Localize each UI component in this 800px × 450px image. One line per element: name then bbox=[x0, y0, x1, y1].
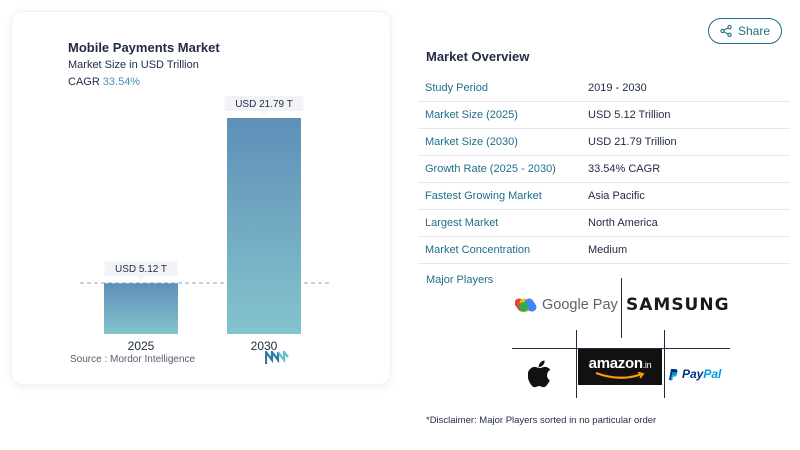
data-label-pointer bbox=[261, 111, 267, 115]
overview-key: Growth Rate (2025 - 2030) bbox=[425, 163, 556, 175]
share-label: Share bbox=[737, 24, 771, 38]
paypal-logo: PayPal bbox=[667, 367, 721, 381]
major-players-title: Major Players bbox=[426, 274, 494, 286]
overview-value: Asia Pacific bbox=[588, 190, 645, 202]
source-text: Source : Mordor Intelligence bbox=[70, 354, 196, 365]
overview-row: Market Size (2025) USD 5.12 Trillion bbox=[418, 102, 790, 129]
overview-key: Study Period bbox=[425, 82, 488, 94]
overview-row: Growth Rate (2025 - 2030) 33.54% CAGR bbox=[418, 156, 790, 183]
google-pay-text: Google Pay bbox=[542, 297, 618, 313]
cagr-label: CAGR bbox=[68, 76, 100, 88]
overview-value: 2019 - 2030 bbox=[588, 82, 647, 94]
cagr-value: 33.54% bbox=[102, 76, 141, 88]
data-label: USD 21.79 T bbox=[235, 99, 293, 110]
overview-value: 33.54% CAGR bbox=[588, 163, 661, 175]
x-tick-label: 2025 bbox=[128, 339, 155, 353]
chart-subtitle: Market Size in USD Trillion bbox=[68, 59, 199, 71]
overview-row: Study Period 2019 - 2030 bbox=[418, 75, 790, 102]
overview-value: USD 21.79 Trillion bbox=[588, 136, 677, 148]
data-label-box bbox=[104, 261, 178, 277]
overview-key: Market Concentration bbox=[425, 244, 531, 256]
overview-row: Market Size (2030) USD 21.79 Trillion bbox=[418, 129, 790, 156]
overview-title: Market Overview bbox=[426, 49, 530, 64]
overview-key: Fastest Growing Market bbox=[425, 190, 542, 202]
bar-2025 bbox=[104, 283, 178, 334]
disclaimer-text: *Disclaimer: Major Players sorted in no … bbox=[426, 415, 657, 426]
paypal-text: PayPal bbox=[682, 367, 722, 381]
chart-card bbox=[12, 12, 390, 384]
share-icon bbox=[720, 25, 732, 37]
data-label-box bbox=[224, 96, 304, 111]
overview-row: Fastest Growing Market Asia Pacific bbox=[418, 183, 790, 210]
share-button[interactable]: Share bbox=[708, 18, 782, 44]
google-pay-icon bbox=[515, 298, 537, 312]
data-label-pointer bbox=[138, 276, 144, 281]
overview-key: Market Size (2025) bbox=[425, 109, 518, 121]
overview-row: Market Concentration Medium bbox=[418, 237, 790, 264]
paypal-icon bbox=[669, 368, 678, 380]
bar-chart: USD 5.12 T 2025 USD 21.79 T 2030 bbox=[80, 96, 330, 353]
apple-icon bbox=[528, 360, 552, 388]
amazon-text: amazon.in bbox=[588, 354, 652, 372]
x-tick-label: 2030 bbox=[251, 339, 278, 353]
amazon-smile-icon bbox=[595, 371, 645, 379]
overview-value: North America bbox=[588, 217, 658, 229]
samsung-logo: SAMSUNG bbox=[626, 295, 730, 315]
amazon-logo: amazon.in bbox=[578, 349, 662, 385]
mordor-intelligence-logo bbox=[264, 348, 289, 370]
overview-row: Largest Market North America bbox=[418, 210, 790, 237]
overview-key: Market Size (2030) bbox=[425, 136, 518, 148]
chart-title: Mobile Payments Market bbox=[68, 40, 220, 55]
overview-value: Medium bbox=[588, 244, 628, 256]
overview-value: USD 5.12 Trillion bbox=[588, 109, 671, 121]
google-pay-logo: Google Pay bbox=[515, 296, 618, 314]
bar-2030 bbox=[227, 118, 301, 334]
overview-key: Largest Market bbox=[425, 217, 499, 229]
overview-table: Study Period 2019 - 2030 Market Size (2025… bbox=[418, 75, 790, 264]
cagr-line: CAGR 33.54% bbox=[68, 76, 140, 88]
data-label: USD 5.12 T bbox=[115, 264, 167, 275]
